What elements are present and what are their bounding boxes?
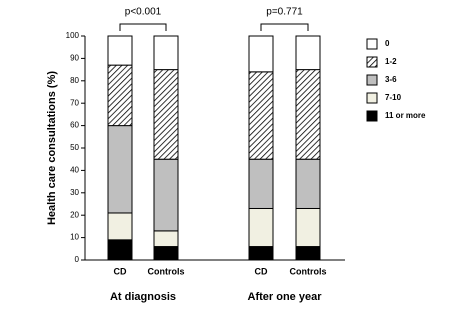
group-label: At diagnosis <box>110 291 176 303</box>
legend-label: 0 <box>385 39 390 48</box>
bar-segment <box>107 212 133 241</box>
y-tick-label: 90 <box>70 54 79 63</box>
y-tick-label: 60 <box>70 121 79 130</box>
legend-label: 3-6 <box>385 75 397 84</box>
legend-swatch <box>366 74 378 86</box>
y-axis-label: Health care consultations (%) <box>46 71 58 225</box>
x-tick-label: CD <box>114 266 127 276</box>
y-tick-label: 100 <box>66 31 80 40</box>
x-tick-label: Controls <box>290 266 327 276</box>
bar-segment <box>153 69 179 160</box>
legend-swatch <box>366 38 378 50</box>
y-tick-label: 30 <box>70 188 79 197</box>
y-tick-label: 10 <box>70 233 79 242</box>
y-tick-label: 20 <box>70 210 79 219</box>
bar-segment <box>248 207 274 248</box>
significance-bracket <box>119 23 167 31</box>
bar-segment <box>107 64 133 127</box>
y-tick-label: 70 <box>70 98 79 107</box>
bar-segment <box>248 246 274 261</box>
legend-swatch <box>366 56 378 68</box>
bar-segment <box>295 69 321 160</box>
p-value: p<0.001 <box>125 7 162 18</box>
bar-segment <box>153 230 179 248</box>
legend-label: 11 or more <box>385 111 426 120</box>
legend-label: 1-2 <box>385 57 397 66</box>
group-label: After one year <box>248 291 323 303</box>
bar-segment <box>107 35 133 66</box>
bar-segment <box>153 158 179 232</box>
x-tick-label: Controls <box>148 266 185 276</box>
significance-bracket <box>260 23 309 31</box>
bar-segment <box>248 35 274 73</box>
bar-segment <box>295 207 321 248</box>
bar-segment <box>295 246 321 261</box>
bar-segment <box>248 71 274 160</box>
x-tick-label: CD <box>255 266 268 276</box>
bar-segment <box>248 158 274 209</box>
bar-segment <box>153 35 179 71</box>
p-value: p=0.771 <box>266 7 303 18</box>
legend-swatch <box>366 92 378 104</box>
bar-segment <box>295 35 321 71</box>
y-tick-label: 40 <box>70 166 79 175</box>
legend-swatch <box>366 110 378 122</box>
y-tick-label: 80 <box>70 76 79 85</box>
y-tick-label: 50 <box>70 143 79 152</box>
bar-segment <box>153 246 179 261</box>
y-tick-label: 0 <box>75 255 80 264</box>
bar-segment <box>107 125 133 214</box>
legend-label: 7-10 <box>385 93 402 102</box>
bar-segment <box>295 158 321 209</box>
bar-segment <box>107 239 133 261</box>
